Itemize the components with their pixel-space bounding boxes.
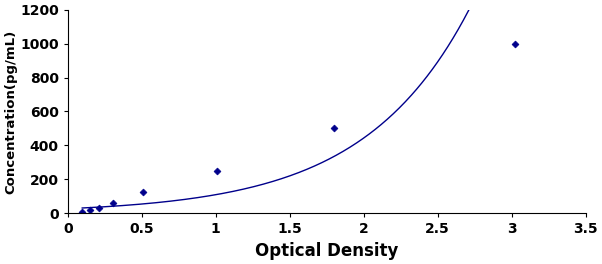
X-axis label: Optical Density: Optical Density <box>255 242 399 260</box>
Y-axis label: Concentration(pg/mL): Concentration(pg/mL) <box>4 29 17 194</box>
